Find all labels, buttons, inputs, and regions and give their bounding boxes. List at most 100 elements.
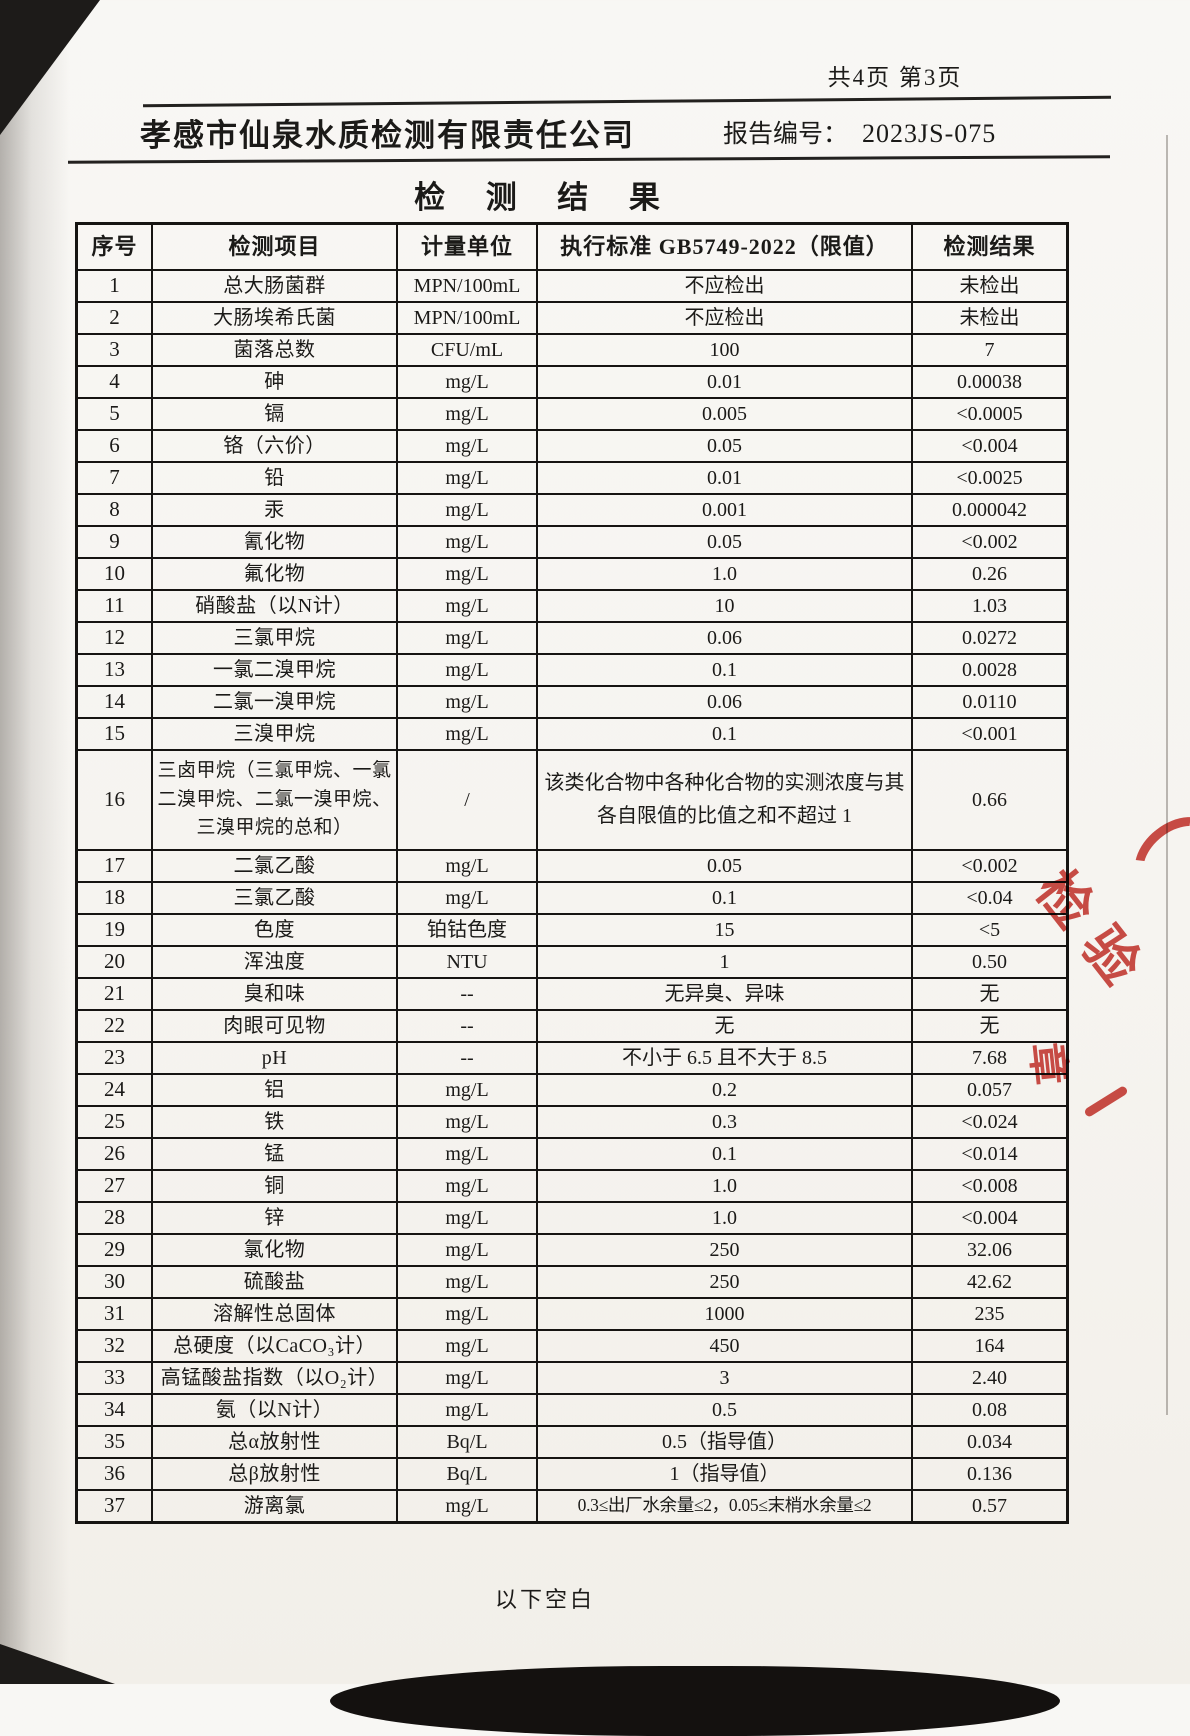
row-result: 0.034	[911, 1424, 1069, 1459]
row-unit: mg/L	[396, 1264, 538, 1299]
row-result: 164	[911, 1328, 1069, 1363]
row-unit: mg/L	[396, 1392, 538, 1427]
below-blank-note: 以下空白	[494, 1587, 595, 1612]
row-seq: 37	[75, 1488, 153, 1523]
table-row: 11 硝酸盐（以N计） mg/L 10 1.03	[75, 589, 1069, 623]
row-seq: 25	[75, 1104, 153, 1139]
red-stamp-fragment: 检 验 章	[1020, 795, 1190, 1135]
row-result: 0.00038	[911, 365, 1069, 399]
row-seq: 21	[75, 976, 153, 1011]
row-standard: 1.0	[536, 1200, 913, 1235]
row-item: 砷	[151, 365, 398, 399]
row-seq: 31	[75, 1296, 153, 1331]
row-item: 铬（六价）	[151, 429, 398, 463]
page-count-label: 共4页 第3页	[827, 65, 963, 90]
header-result: 检测结果	[911, 222, 1069, 271]
row-item: 总大肠菌群	[151, 269, 398, 303]
row-seq: 18	[75, 880, 153, 915]
row-seq: 32	[75, 1328, 153, 1363]
row-result: 1.03	[911, 589, 1069, 623]
row-seq: 4	[75, 365, 153, 399]
row-standard: 250	[536, 1232, 913, 1267]
row-item: 铁	[151, 1104, 398, 1139]
row-unit: MPN/100mL	[396, 301, 538, 335]
row-item: 三氯甲烷	[151, 621, 398, 655]
scan-bottom-band	[330, 1666, 1060, 1736]
row-seq: 13	[75, 653, 153, 687]
row-item: 高锰酸盐指数（以O₂计）	[151, 1360, 398, 1395]
table-row: 15 三溴甲烷 mg/L 0.1 <0.001	[75, 717, 1069, 751]
row-seq: 23	[75, 1040, 153, 1075]
row-item: 氨（以N计）	[151, 1392, 398, 1427]
row-seq: 8	[75, 493, 153, 527]
row-item: 镉	[151, 397, 398, 431]
row-result: <0.001	[911, 717, 1069, 751]
row-seq: 29	[75, 1232, 153, 1267]
row-item: 溶解性总固体	[151, 1296, 398, 1331]
row-unit: 铂钴色度	[396, 912, 538, 947]
table-row: 30 硫酸盐 mg/L 250 42.62	[75, 1264, 1069, 1299]
row-unit: mg/L	[396, 493, 538, 527]
table-row: 25 铁 mg/L 0.3 <0.024	[75, 1104, 1069, 1139]
table-row: 22 肉眼可见物 -- 无 无	[75, 1008, 1069, 1043]
row-seq: 34	[75, 1392, 153, 1427]
row-seq: 10	[75, 557, 153, 591]
row-unit: mg/L	[396, 1296, 538, 1331]
row-result: 0.0110	[911, 685, 1069, 719]
row-item: 三氯乙酸	[151, 880, 398, 915]
row-result: <0.04	[911, 880, 1069, 915]
binding-shadow	[0, 0, 70, 1684]
stamp-glyph-3: 章	[1021, 1040, 1072, 1088]
row-standard: 不小于 6.5 且不大于 8.5	[536, 1040, 913, 1075]
row-result: 0.26	[911, 557, 1069, 591]
row-seq: 17	[75, 848, 153, 883]
header-unit: 计量单位	[396, 222, 538, 271]
row-standard: 0.06	[536, 685, 913, 719]
row-unit: mg/L	[396, 525, 538, 559]
row-unit: mg/L	[396, 1104, 538, 1139]
row-standard: 1.0	[536, 557, 913, 591]
row-standard: 0.005	[536, 397, 913, 431]
row-seq: 7	[75, 461, 153, 495]
row-result: 无	[911, 976, 1069, 1011]
stamp-arc	[1120, 801, 1190, 909]
row-standard: 0.5	[536, 1392, 913, 1427]
row-unit: mg/L	[396, 461, 538, 495]
report-number-value: 2023JS-075	[862, 119, 997, 148]
table-row: 8 汞 mg/L 0.001 0.000042	[75, 493, 1069, 527]
row-result: 0.50	[911, 944, 1069, 979]
row-item: 三溴甲烷	[151, 717, 398, 751]
header-row: 序号 检测项目 计量单位 执行标准 GB5749-2022（限值） 检测结果	[75, 222, 1069, 271]
table-row: 9 氰化物 mg/L 0.05 <0.002	[75, 525, 1069, 559]
row-seq: 5	[75, 397, 153, 431]
row-seq: 27	[75, 1168, 153, 1203]
table-row: 28 锌 mg/L 1.0 <0.004	[75, 1200, 1069, 1235]
row-unit: mg/L	[396, 365, 538, 399]
row-unit: mg/L	[396, 1232, 538, 1267]
table-row: 20 浑浊度 NTU 1 0.50	[75, 944, 1069, 979]
row-seq: 6	[75, 429, 153, 463]
row-item: 二氯乙酸	[151, 848, 398, 883]
row-standard: 450	[536, 1328, 913, 1363]
row-unit: NTU	[396, 944, 538, 979]
row-seq: 20	[75, 944, 153, 979]
row-item: 一氯二溴甲烷	[151, 653, 398, 687]
row-seq: 3	[75, 333, 153, 367]
row-unit: mg/L	[396, 589, 538, 623]
row-result: 0.66	[911, 749, 1069, 851]
table-row: 23 pH -- 不小于 6.5 且不大于 8.5 7.68	[75, 1040, 1069, 1075]
row-unit: Bq/L	[396, 1424, 538, 1459]
table-row: 18 三氯乙酸 mg/L 0.1 <0.04	[75, 880, 1069, 915]
table-row: 37 游离氯 mg/L 0.3≤出厂水余量≤2，0.05≤末梢水余量≤2 0.5…	[75, 1488, 1069, 1523]
table-row: 24 铝 mg/L 0.2 0.057	[75, 1072, 1069, 1107]
row-unit: mg/L	[396, 1136, 538, 1171]
row-result: 0.136	[911, 1456, 1069, 1491]
row-result: 0.08	[911, 1392, 1069, 1427]
table-row: 7 铅 mg/L 0.01 <0.0025	[75, 461, 1069, 495]
row-item: 铜	[151, 1168, 398, 1203]
row-item: 总硬度（以CaCO₃计）	[151, 1328, 398, 1363]
table-row: 17 二氯乙酸 mg/L 0.05 <0.002	[75, 848, 1069, 883]
table-row: 31 溶解性总固体 mg/L 1000 235	[75, 1296, 1069, 1331]
row-unit: mg/L	[396, 557, 538, 591]
row-unit: --	[396, 1008, 538, 1043]
